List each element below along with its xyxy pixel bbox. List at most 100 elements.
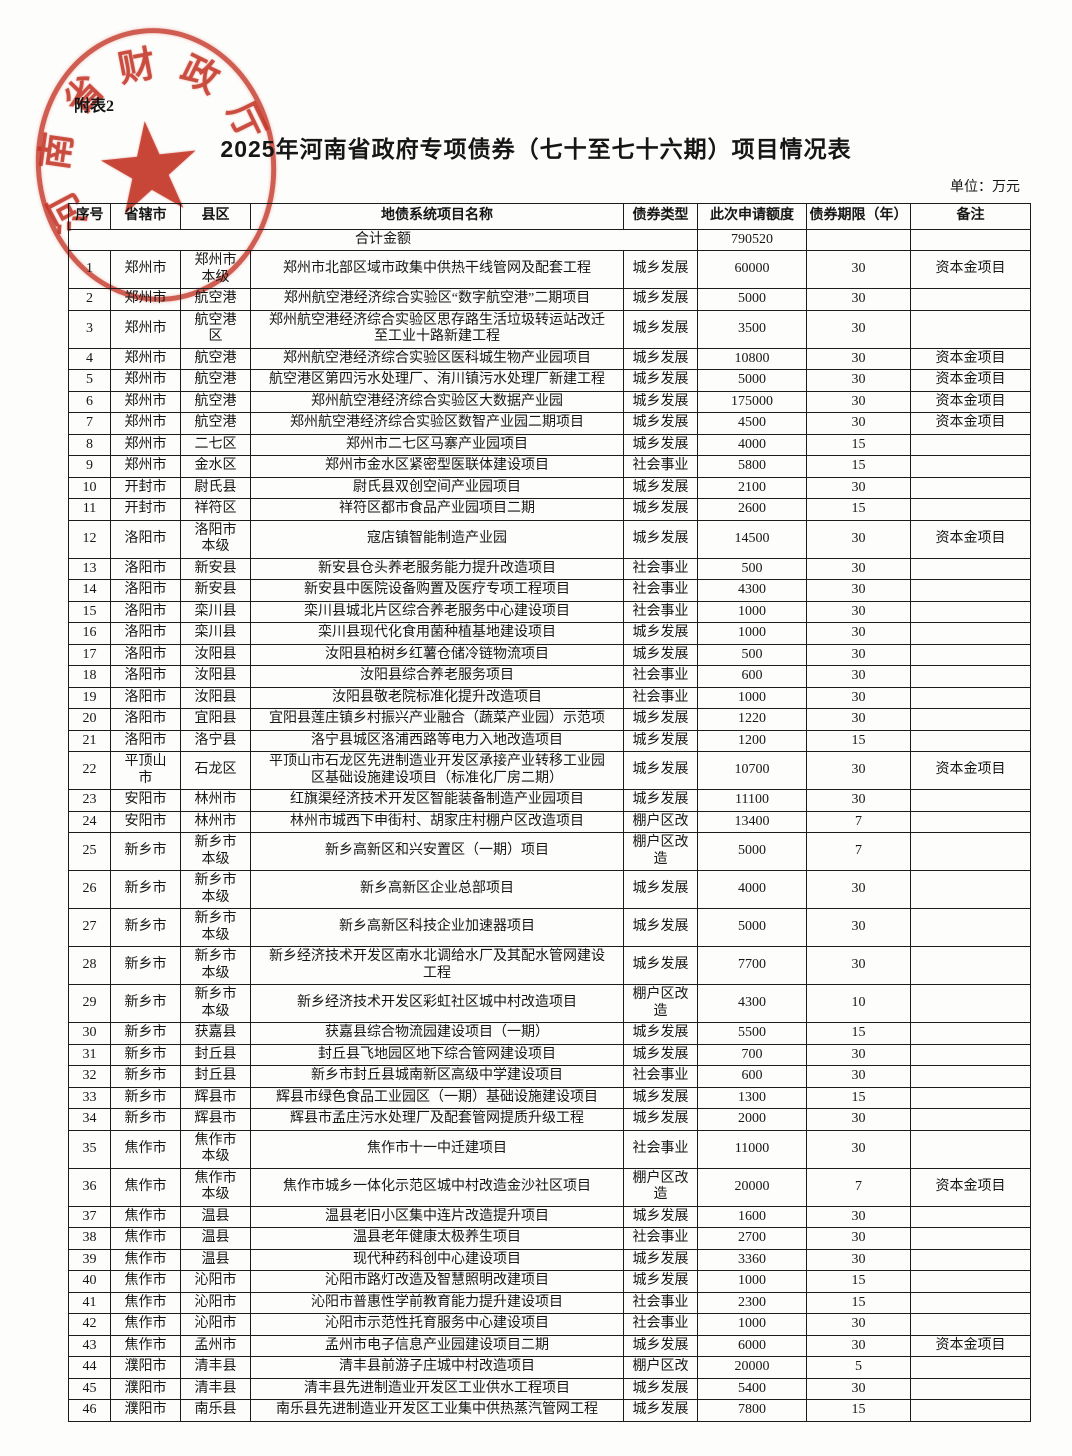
cell-city: 焦作市 <box>110 1205 181 1228</box>
cell-city: 新乡市 <box>110 1022 181 1045</box>
table-row: 23 安阳市 林州市 红旗渠经济技术开发区智能装备制造产业园项目 城乡发展 11100 30 <box>68 789 1031 812</box>
cell-term: 30 <box>806 1248 911 1271</box>
cell-amount: 10800 <box>697 347 807 370</box>
cell-amount: 2000 <box>697 1108 807 1131</box>
cell-amount: 2100 <box>697 476 807 499</box>
table-row: 25 新乡市 新乡市本级 新乡高新区和兴安置区（一期）项目 棚户区改造 5000 7 <box>68 832 1031 871</box>
cell-term: 30 <box>806 643 911 666</box>
total-row: 合计金额 790520 <box>68 228 1031 251</box>
cell-term: 30 <box>806 1227 911 1250</box>
cell-amount: 5800 <box>697 455 807 478</box>
cell-amount: 1000 <box>697 1313 807 1336</box>
header-row: 序号 省辖市 县区 地债系统项目名称 债券类型 此次申请额度 债券期限（年） 备注 <box>68 203 1031 230</box>
cell-county: 林州市 <box>180 789 251 812</box>
column-header-serial: 序号 <box>68 203 111 230</box>
cell-note <box>910 1356 1031 1379</box>
cell-city: 濮阳市 <box>110 1399 181 1422</box>
cell-bond-type: 城乡发展 <box>623 1043 698 1066</box>
cell-city: 洛阳市 <box>110 643 181 666</box>
cell-serial: 35 <box>68 1129 111 1169</box>
cell-city: 焦作市 <box>110 1167 181 1207</box>
cell-serial: 3 <box>68 309 111 349</box>
cell-amount: 2300 <box>697 1291 807 1314</box>
cell-amount: 6000 <box>697 1334 807 1357</box>
cell-project: 沁阳市示范性托育服务中心建设项目 <box>250 1313 624 1336</box>
cell-serial: 20 <box>68 708 111 731</box>
cell-city: 濮阳市 <box>110 1356 181 1379</box>
cell-bond-type: 棚户区改 <box>623 1356 698 1379</box>
cell-term: 30 <box>806 1065 911 1088</box>
cell-term: 15 <box>806 729 911 752</box>
cell-note <box>910 579 1031 602</box>
cell-note <box>910 476 1031 499</box>
cell-bond-type: 棚户区改造 <box>623 1167 698 1207</box>
cell-serial: 44 <box>68 1356 111 1379</box>
cell-note <box>910 984 1031 1023</box>
cell-amount: 4000 <box>697 433 807 456</box>
table-header: 序号 省辖市 县区 地债系统项目名称 债券类型 此次申请额度 债券期限（年） 备注 <box>68 203 1031 230</box>
cell-note <box>910 622 1031 645</box>
cell-term: 30 <box>806 708 911 731</box>
cell-project: 郑州市二七区马寨产业园项目 <box>250 433 624 456</box>
cell-amount: 500 <box>697 557 807 580</box>
cell-county: 温县 <box>180 1227 251 1250</box>
cell-note <box>910 498 1031 521</box>
cell-serial: 15 <box>68 600 111 623</box>
cell-county: 新安县 <box>180 557 251 580</box>
table-row: 11 开封市 祥符区 祥符区都市食品产业园项目二期 城乡发展 2600 15 <box>68 498 1031 521</box>
cell-county: 沁阳市 <box>180 1270 251 1293</box>
cell-project: 航空港区第四污水处理厂、洧川镇污水处理厂新建工程 <box>250 369 624 392</box>
cell-serial: 4 <box>68 347 111 370</box>
cell-county: 封丘县 <box>180 1043 251 1066</box>
table-row: 24 安阳市 林州市 林州市城西下申街村、胡家庄村棚户区改造项目 棚户区改 13400 7 <box>68 810 1031 833</box>
cell-note <box>910 309 1031 349</box>
cell-bond-type: 城乡发展 <box>623 1022 698 1045</box>
cell-county: 宜阳县 <box>180 708 251 731</box>
cell-city: 焦作市 <box>110 1227 181 1250</box>
cell-project: 林州市城西下申街村、胡家庄村棚户区改造项目 <box>250 810 624 833</box>
cell-term: 15 <box>806 1086 911 1109</box>
cell-note <box>910 1248 1031 1271</box>
cell-bond-type: 城乡发展 <box>623 1270 698 1293</box>
cell-project: 辉县市孟庄污水处理厂及配套管网提质升级工程 <box>250 1108 624 1131</box>
cell-project: 栾川县城北片区综合养老服务中心建设项目 <box>250 600 624 623</box>
cell-county: 沁阳市 <box>180 1313 251 1336</box>
table-row: 33 新乡市 辉县市 辉县市绿色食品工业园区（一期）基础设施建设项目 城乡发展 1300 1… <box>68 1086 1031 1109</box>
cell-city: 焦作市 <box>110 1313 181 1336</box>
column-header-county: 县区 <box>180 203 251 230</box>
table-row: 19 洛阳市 汝阳县 汝阳县敬老院标准化提升改造项目 社会事业 1000 30 <box>68 686 1031 709</box>
cell-serial: 19 <box>68 686 111 709</box>
cell-city: 新乡市 <box>110 1043 181 1066</box>
cell-amount: 4000 <box>697 870 807 909</box>
cell-city: 焦作市 <box>110 1129 181 1169</box>
column-header-bond-type: 债券类型 <box>623 203 698 230</box>
cell-city: 新乡市 <box>110 908 181 947</box>
cell-term: 30 <box>806 946 911 985</box>
cell-serial: 11 <box>68 498 111 521</box>
cell-amount: 1000 <box>697 1270 807 1293</box>
cell-term: 7 <box>806 810 911 833</box>
cell-county: 石龙区 <box>180 751 251 790</box>
cell-term: 15 <box>806 1270 911 1293</box>
cell-amount: 700 <box>697 1043 807 1066</box>
cell-amount: 1000 <box>697 622 807 645</box>
table-row: 9 郑州市 金水区 郑州市金水区紧密型医联体建设项目 社会事业 5800 15 <box>68 455 1031 478</box>
cell-project: 南乐县先进制造业开发区工业集中供热蒸汽管网工程 <box>250 1399 624 1422</box>
cell-county: 航空港 <box>180 347 251 370</box>
cell-bond-type: 城乡发展 <box>623 1377 698 1400</box>
cell-project: 宜阳县莲庄镇乡村振兴产业融合（蔬菜产业园）示范项 <box>250 708 624 731</box>
cell-bond-type: 城乡发展 <box>623 309 698 349</box>
cell-amount: 4500 <box>697 412 807 435</box>
table-row: 37 焦作市 温县 温县老旧小区集中连片改造提升项目 城乡发展 1600 30 <box>68 1205 1031 1228</box>
cell-city: 焦作市 <box>110 1248 181 1271</box>
cell-serial: 9 <box>68 455 111 478</box>
cell-county: 林州市 <box>180 810 251 833</box>
cell-serial: 39 <box>68 1248 111 1271</box>
cell-bond-type: 棚户区改 <box>623 810 698 833</box>
cell-amount: 13400 <box>697 810 807 833</box>
cell-term: 30 <box>806 665 911 688</box>
cell-county: 航空港 <box>180 288 251 311</box>
cell-bond-type: 城乡发展 <box>623 347 698 370</box>
cell-term: 30 <box>806 288 911 311</box>
cell-bond-type: 城乡发展 <box>623 1248 698 1271</box>
